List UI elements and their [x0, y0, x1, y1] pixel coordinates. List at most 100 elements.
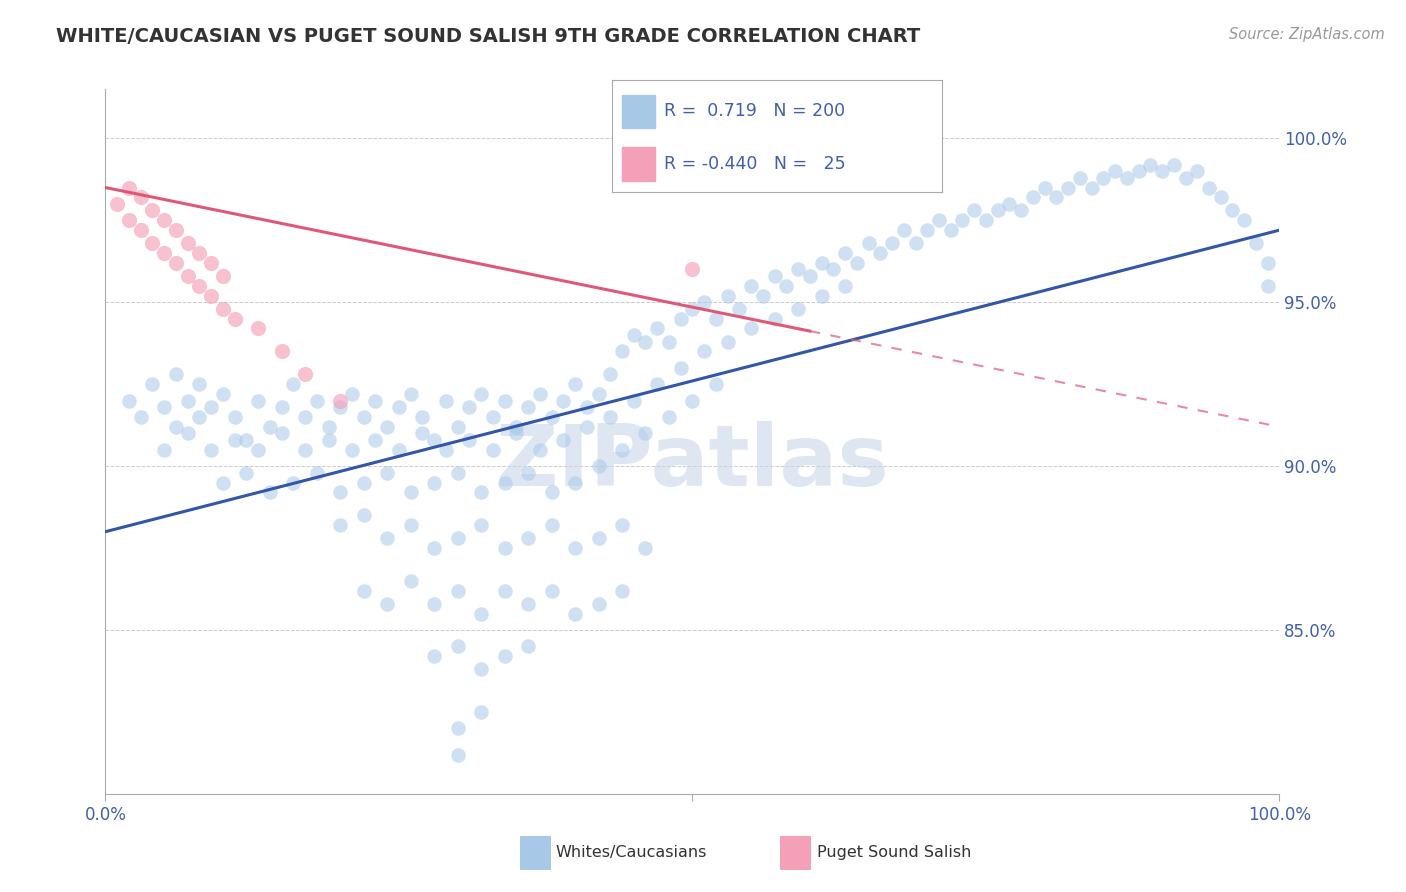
Point — [1139, 158, 1161, 172]
Point — [610, 518, 633, 533]
Point — [517, 466, 540, 480]
Point — [353, 583, 375, 598]
Point — [1057, 180, 1080, 194]
FancyBboxPatch shape — [621, 95, 655, 128]
Point — [318, 419, 340, 434]
Point — [294, 442, 316, 457]
Point — [305, 466, 328, 480]
Point — [505, 419, 527, 434]
Point — [165, 223, 187, 237]
Point — [458, 433, 481, 447]
Point — [717, 288, 740, 302]
Point — [564, 541, 586, 555]
Point — [153, 442, 176, 457]
Text: Source: ZipAtlas.com: Source: ZipAtlas.com — [1229, 27, 1385, 42]
Point — [340, 387, 363, 401]
Point — [176, 393, 198, 408]
Point — [669, 360, 692, 375]
Point — [775, 278, 797, 293]
Point — [353, 409, 375, 424]
Point — [353, 508, 375, 523]
Point — [1092, 170, 1115, 185]
Point — [294, 368, 316, 382]
Point — [470, 705, 492, 719]
Point — [364, 393, 387, 408]
Point — [1209, 190, 1232, 204]
Point — [682, 262, 704, 277]
Text: R =  0.719   N = 200: R = 0.719 N = 200 — [665, 103, 845, 120]
Point — [329, 518, 352, 533]
Point — [1222, 203, 1244, 218]
Point — [318, 433, 340, 447]
Point — [176, 236, 198, 251]
Point — [517, 597, 540, 611]
Point — [447, 419, 470, 434]
Point — [740, 321, 762, 335]
Point — [188, 409, 211, 424]
Point — [917, 223, 939, 237]
Point — [494, 541, 516, 555]
Point — [717, 334, 740, 349]
Point — [259, 419, 281, 434]
Point — [704, 377, 727, 392]
Point — [517, 400, 540, 414]
Point — [1033, 180, 1056, 194]
Point — [763, 268, 786, 283]
Point — [810, 288, 832, 302]
Point — [540, 583, 562, 598]
Point — [375, 466, 398, 480]
Point — [787, 301, 810, 316]
Point — [939, 223, 962, 237]
Point — [1174, 170, 1197, 185]
Point — [305, 393, 328, 408]
Text: Puget Sound Salish: Puget Sound Salish — [817, 846, 972, 860]
Point — [799, 268, 821, 283]
Point — [200, 442, 222, 457]
Point — [165, 368, 187, 382]
Point — [575, 400, 598, 414]
Point — [658, 334, 681, 349]
Point — [610, 442, 633, 457]
Point — [482, 409, 505, 424]
Point — [517, 640, 540, 654]
Point — [211, 268, 233, 283]
Point — [447, 531, 470, 545]
Point — [752, 288, 775, 302]
Point — [529, 387, 551, 401]
Point — [118, 393, 141, 408]
Point — [645, 321, 668, 335]
Point — [952, 213, 974, 227]
Point — [1150, 164, 1173, 178]
Point — [1069, 170, 1091, 185]
Point — [141, 236, 163, 251]
Point — [505, 426, 527, 441]
Point — [634, 426, 657, 441]
Point — [411, 409, 433, 424]
Point — [645, 377, 668, 392]
Point — [693, 344, 716, 359]
Point — [517, 531, 540, 545]
Point — [669, 311, 692, 326]
Point — [283, 377, 305, 392]
Point — [1187, 164, 1209, 178]
Point — [575, 419, 598, 434]
Point — [704, 311, 727, 326]
Point — [1104, 164, 1126, 178]
Point — [423, 541, 446, 555]
Point — [869, 246, 891, 260]
Point — [998, 197, 1021, 211]
Point — [423, 649, 446, 664]
Point — [834, 246, 856, 260]
Point — [283, 475, 305, 490]
Point — [434, 442, 457, 457]
Point — [623, 328, 645, 343]
Point — [1233, 213, 1256, 227]
Point — [682, 393, 704, 408]
Point — [1163, 158, 1185, 172]
Point — [588, 387, 610, 401]
Point — [399, 518, 422, 533]
Point — [634, 541, 657, 555]
Point — [200, 256, 222, 270]
Point — [447, 466, 470, 480]
Point — [447, 583, 470, 598]
